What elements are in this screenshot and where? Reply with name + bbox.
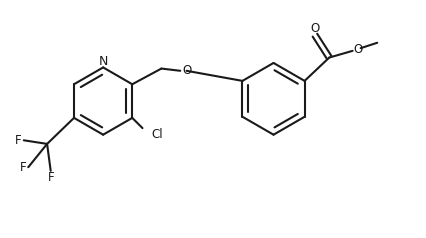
Text: Cl: Cl — [152, 129, 163, 141]
Text: O: O — [182, 64, 191, 77]
Text: F: F — [20, 161, 26, 174]
Text: N: N — [98, 55, 108, 68]
Text: O: O — [353, 43, 363, 55]
Text: O: O — [310, 22, 320, 35]
Text: F: F — [15, 134, 22, 147]
Text: F: F — [47, 171, 54, 184]
